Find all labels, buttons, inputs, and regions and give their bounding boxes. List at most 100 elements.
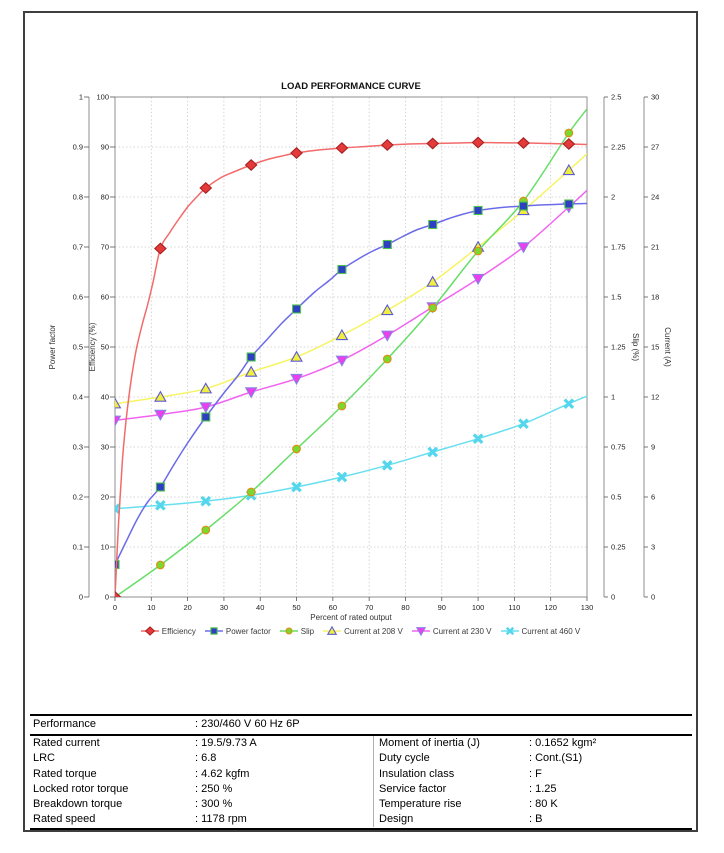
- series-markers-current-at-230-v: [115, 202, 576, 427]
- svg-text:30: 30: [101, 443, 109, 452]
- spec-value: : 19.5/9.73 A: [195, 737, 257, 749]
- svg-text:0: 0: [651, 593, 655, 602]
- svg-text:18: 18: [651, 293, 659, 302]
- svg-text:0: 0: [113, 603, 117, 612]
- slip-axis: 0 0.25 0.5 0.75 1 1.25 1.5 1.75 2 2.25 2.5 Slip (%): [603, 93, 640, 602]
- series-line-current-at-208-v: [115, 153, 587, 405]
- spec-value: : B: [529, 813, 543, 826]
- spec-row-moment-of-inertia-j: Moment of inertia (J): 0.1652 kgm²: [379, 736, 691, 751]
- legend-item-current-at-208-v: Current at 208 V: [323, 625, 403, 637]
- spec-value: : 300 %: [195, 798, 233, 811]
- spec-label: Insulation class: [379, 767, 455, 780]
- legend-marker-circle-icon: [279, 627, 298, 635]
- svg-text:6: 6: [651, 493, 655, 502]
- svg-text:1.25: 1.25: [611, 343, 626, 352]
- legend-label: Efficiency: [161, 626, 196, 636]
- spec-row-duty-cycle: Duty cycle : Cont.(S1): [379, 751, 691, 766]
- svg-text:1.75: 1.75: [611, 243, 626, 252]
- table-divider-line: [30, 734, 692, 736]
- legend-label: Current at 460 V: [521, 626, 581, 636]
- spec-label: Rated speed: [33, 813, 96, 826]
- spec-label: Service factor: [379, 782, 447, 795]
- chart-title: LOAD PERFORMANCE CURVE: [281, 81, 421, 92]
- spec-value: : 6.8: [195, 752, 217, 765]
- table-top-border: [30, 714, 692, 716]
- spec-column-left: Rated current: 19.5/9.73 A LRC: 6.8 Rated …: [33, 736, 369, 828]
- series-current-at-460-v: [115, 395, 587, 514]
- svg-text:20: 20: [183, 603, 191, 612]
- spec-row-temperature-rise: Temperature rise: 80 K: [379, 797, 691, 812]
- svg-text:0.2: 0.2: [73, 493, 83, 502]
- spec-value: : F: [529, 767, 542, 780]
- svg-text:2.25: 2.25: [611, 143, 626, 152]
- svg-text:40: 40: [101, 393, 109, 402]
- table-column-divider: [373, 736, 374, 827]
- datasheet-page: 0 10 20 30 40 50 60 70 80 90 100 110 120 130 0 0.1 0.2 0.…: [23, 11, 698, 832]
- spec-value: : 1.25: [529, 782, 557, 795]
- svg-text:50: 50: [292, 603, 300, 612]
- svg-text:0.3: 0.3: [73, 443, 83, 452]
- legend-marker-x-icon: [500, 626, 519, 636]
- spec-row-locked-rotor-torque: Locked rotor torque : 250 %: [33, 782, 369, 797]
- svg-text:90: 90: [438, 603, 446, 612]
- svg-text:0.25: 0.25: [611, 543, 626, 552]
- legend-item-slip: Slip: [279, 625, 314, 637]
- legend-item-current-at-460-v: Current at 460 V: [500, 625, 581, 637]
- series-efficiency: [115, 136, 587, 597]
- spec-row-rated-torque: Rated torque: 4.62 kgfm: [33, 767, 369, 782]
- svg-text:60: 60: [101, 293, 109, 302]
- svg-text:3: 3: [651, 543, 655, 552]
- svg-text:21: 21: [651, 243, 659, 252]
- svg-text:0.9: 0.9: [73, 143, 83, 152]
- svg-text:0.7: 0.7: [73, 243, 83, 252]
- svg-text:12: 12: [651, 393, 659, 402]
- spec-row-rated-speed: Rated speed : 1178 rpm: [33, 812, 369, 827]
- spec-label-performance: Performance: [33, 718, 96, 730]
- spec-label: Breakdown torque: [33, 798, 123, 811]
- spec-label: Rated current: [33, 737, 100, 749]
- spec-value: : 4.62 kgfm: [195, 767, 250, 780]
- svg-text:60: 60: [329, 603, 337, 612]
- spec-value: : Cont.(S1): [529, 752, 583, 765]
- spec-label: Locked rotor torque: [33, 782, 129, 795]
- x-axis-title: Percent of rated output: [310, 613, 392, 622]
- spec-row-lrc: LRC: 6.8: [33, 751, 369, 766]
- svg-text:0: 0: [79, 593, 83, 602]
- spec-column-right: Moment of inertia (J): 0.1652 kgm² Duty c…: [379, 736, 691, 828]
- legend-marker-triangle-down-icon: [411, 627, 430, 637]
- series-slip: [115, 108, 587, 597]
- svg-text:80: 80: [101, 193, 109, 202]
- spec-value: : 1178 rpm: [195, 813, 247, 826]
- svg-text:1: 1: [79, 93, 83, 102]
- spec-row-breakdown-torque: Breakdown torque : 300 %: [33, 797, 369, 812]
- legend-item-efficiency: Efficiency: [140, 625, 196, 637]
- spec-label: Duty cycle: [379, 752, 430, 765]
- legend-item-current-at-230-v: Current at 230 V: [411, 625, 492, 637]
- efficiency-axis-title: Efficiency (%): [88, 322, 97, 371]
- efficiency-axis: 0 10 20 30 40 50 60 70 80 90 100 Efficiency (%): [88, 93, 115, 602]
- svg-text:0.8: 0.8: [73, 193, 83, 202]
- current-axis: 0 3 6 9 12 15 18 21 24 27 30 Current (A): [643, 93, 672, 602]
- svg-text:10: 10: [101, 543, 109, 552]
- legend-item-power-factor: Power factor: [204, 625, 271, 637]
- svg-text:0.5: 0.5: [611, 493, 621, 502]
- svg-text:1.5: 1.5: [611, 293, 621, 302]
- svg-text:1: 1: [611, 393, 615, 402]
- spec-value: : 250 %: [195, 782, 233, 795]
- svg-text:10: 10: [147, 603, 155, 612]
- svg-text:120: 120: [544, 603, 557, 612]
- svg-text:80: 80: [401, 603, 409, 612]
- series-line-power-factor: [115, 202, 587, 565]
- series-markers-efficiency: [115, 136, 576, 597]
- svg-text:30: 30: [220, 603, 228, 612]
- table-bottom-border: [30, 828, 692, 830]
- svg-text:50: 50: [101, 343, 109, 352]
- series-line-efficiency: [115, 141, 587, 597]
- power-factor-axis-title: Power factor: [48, 324, 57, 369]
- svg-text:70: 70: [365, 603, 373, 612]
- series-current-at-208-v: [115, 153, 587, 409]
- svg-text:0.75: 0.75: [611, 443, 626, 452]
- svg-text:40: 40: [256, 603, 264, 612]
- spec-row-performance: Performance : 230/460 V 60 Hz 6P: [33, 715, 688, 733]
- svg-text:2: 2: [611, 193, 615, 202]
